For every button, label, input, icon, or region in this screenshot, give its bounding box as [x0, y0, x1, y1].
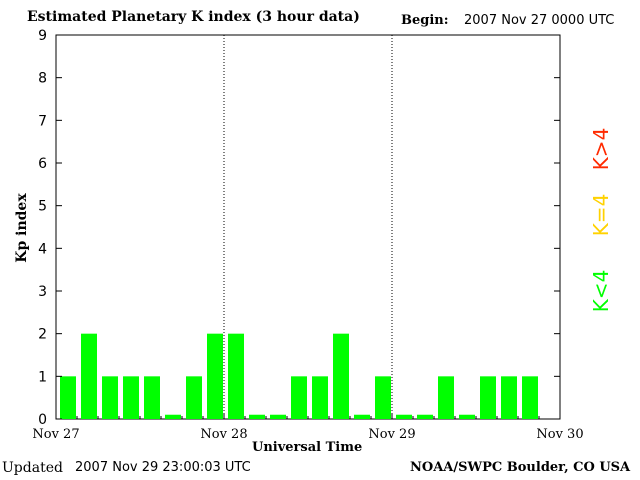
y-tick-label: 5	[38, 199, 47, 215]
x-ticks: Nov 27 Nov 28 Nov 29 Nov 30	[32, 413, 584, 442]
credit-text: NOAA/SWPC Boulder, CO USA	[410, 460, 631, 475]
bar	[81, 333, 97, 419]
legend-k-greater-4: K>4	[589, 127, 613, 171]
bar	[207, 333, 223, 419]
bar	[186, 376, 202, 419]
updated-value: 2007 Nov 29 23:00:03 UTC	[75, 460, 251, 475]
bar	[249, 414, 265, 419]
legend-k-equal-4: K=4	[589, 193, 613, 237]
begin-label: Begin:	[401, 13, 449, 28]
y-ticks: 0 1 2 3 4 5 6 7 8 9	[38, 28, 560, 428]
y-tick-label: 8	[38, 71, 47, 87]
bar	[522, 376, 538, 419]
y-tick-label: 9	[38, 28, 47, 44]
bar	[333, 333, 349, 419]
bar	[396, 414, 412, 419]
bar	[291, 376, 307, 419]
plot-border	[55, 34, 561, 420]
bar	[375, 376, 391, 419]
y-tick-label: 0	[38, 412, 47, 428]
x-axis-label: Universal Time	[252, 440, 363, 455]
bar	[102, 376, 118, 419]
x-tick-label: Nov 29	[368, 427, 415, 442]
y-axis-label: Kp index	[14, 193, 30, 263]
plot-area	[55, 34, 561, 420]
bar-group	[60, 333, 538, 419]
y-tick-label: 7	[38, 113, 47, 129]
x-tick-label: Nov 28	[200, 427, 247, 442]
bar	[438, 376, 454, 419]
begin-value: 2007 Nov 27 0000 UTC	[464, 13, 615, 28]
bar	[60, 376, 76, 419]
bar	[480, 376, 496, 419]
y-tick-label: 3	[38, 284, 47, 300]
legend-k-less-4: K<4	[589, 269, 613, 313]
y-tick-label: 1	[38, 369, 47, 385]
bar	[123, 376, 139, 419]
day-dividers	[223, 35, 393, 419]
bar	[501, 376, 517, 419]
x-tick-label: Nov 30	[536, 427, 583, 442]
x-tick-label: Nov 27	[32, 427, 79, 442]
bar	[354, 414, 370, 419]
bar	[312, 376, 328, 419]
chart-title: Estimated Planetary K index (3 hour data…	[27, 9, 360, 25]
bar	[165, 414, 181, 419]
updated-label: Updated	[2, 460, 63, 476]
bar	[144, 376, 160, 419]
y-tick-label: 6	[38, 156, 47, 172]
bar	[459, 414, 475, 419]
bar	[228, 333, 244, 419]
bar	[270, 414, 286, 419]
bar	[417, 414, 433, 419]
y-tick-label: 4	[38, 241, 47, 257]
y-tick-label: 2	[38, 327, 47, 343]
